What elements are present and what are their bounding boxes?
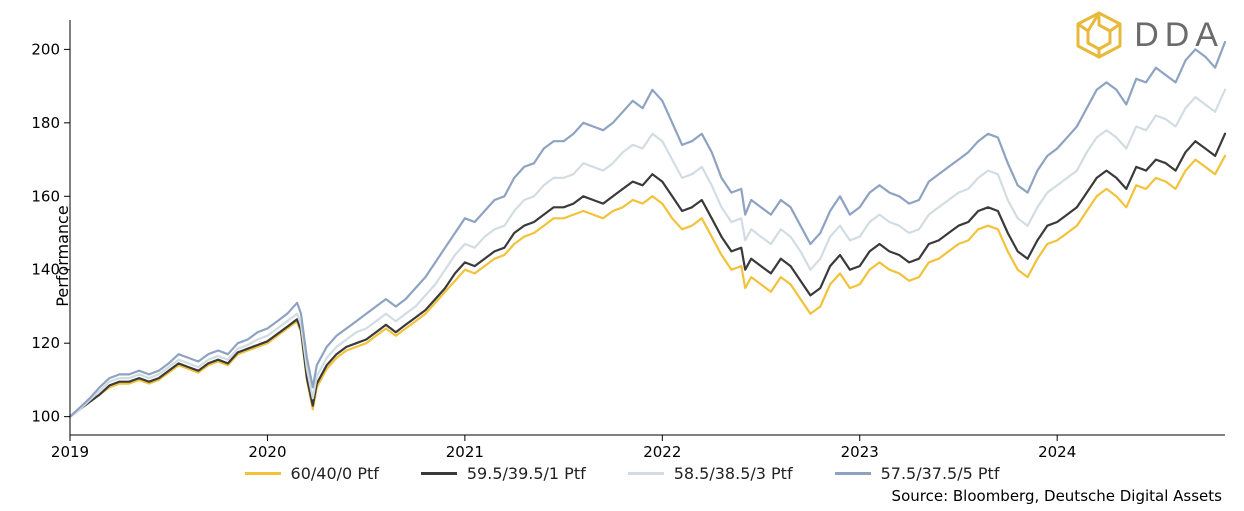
legend-swatch <box>421 472 457 475</box>
legend-swatch <box>835 472 871 475</box>
series-line <box>70 90 1225 417</box>
legend-item: 59.5/39.5/1 Ptf <box>421 464 586 483</box>
y-axis-label: Performance <box>53 205 72 306</box>
y-tick-label: 200 <box>31 40 60 58</box>
legend-swatch <box>245 472 281 475</box>
brand-text: DDA <box>1134 16 1224 55</box>
legend-label: 59.5/39.5/1 Ptf <box>467 464 586 483</box>
legend-item: 57.5/37.5/5 Ptf <box>835 464 1000 483</box>
chart-container: 1001201401601802002019202020212022202320… <box>0 0 1244 511</box>
legend-label: 57.5/37.5/5 Ptf <box>881 464 1000 483</box>
series-line <box>70 42 1225 417</box>
x-tick-label: 2019 <box>51 443 89 461</box>
series-line <box>70 156 1225 417</box>
x-tick-label: 2021 <box>446 443 484 461</box>
y-tick-label: 120 <box>31 334 60 352</box>
x-tick-label: 2022 <box>643 443 681 461</box>
legend-swatch <box>628 472 664 475</box>
series-line <box>70 134 1225 417</box>
legend-item: 60/40/0 Ptf <box>245 464 379 483</box>
performance-line-chart: 1001201401601802002019202020212022202320… <box>0 0 1244 511</box>
x-tick-label: 2024 <box>1038 443 1076 461</box>
y-tick-label: 160 <box>31 187 60 205</box>
y-tick-label: 100 <box>31 408 60 426</box>
source-attribution: Source: Bloomberg, Deutsche Digital Asse… <box>892 487 1222 505</box>
legend-item: 58.5/38.5/3 Ptf <box>628 464 793 483</box>
brand-logo: DDA <box>1074 10 1224 60</box>
legend-label: 58.5/38.5/3 Ptf <box>674 464 793 483</box>
x-tick-label: 2020 <box>248 443 286 461</box>
y-tick-label: 180 <box>31 114 60 132</box>
dda-logo-icon <box>1074 10 1124 60</box>
legend: 60/40/0 Ptf 59.5/39.5/1 Ptf 58.5/38.5/3 Pt… <box>0 464 1244 483</box>
x-tick-label: 2023 <box>841 443 879 461</box>
legend-label: 60/40/0 Ptf <box>291 464 379 483</box>
